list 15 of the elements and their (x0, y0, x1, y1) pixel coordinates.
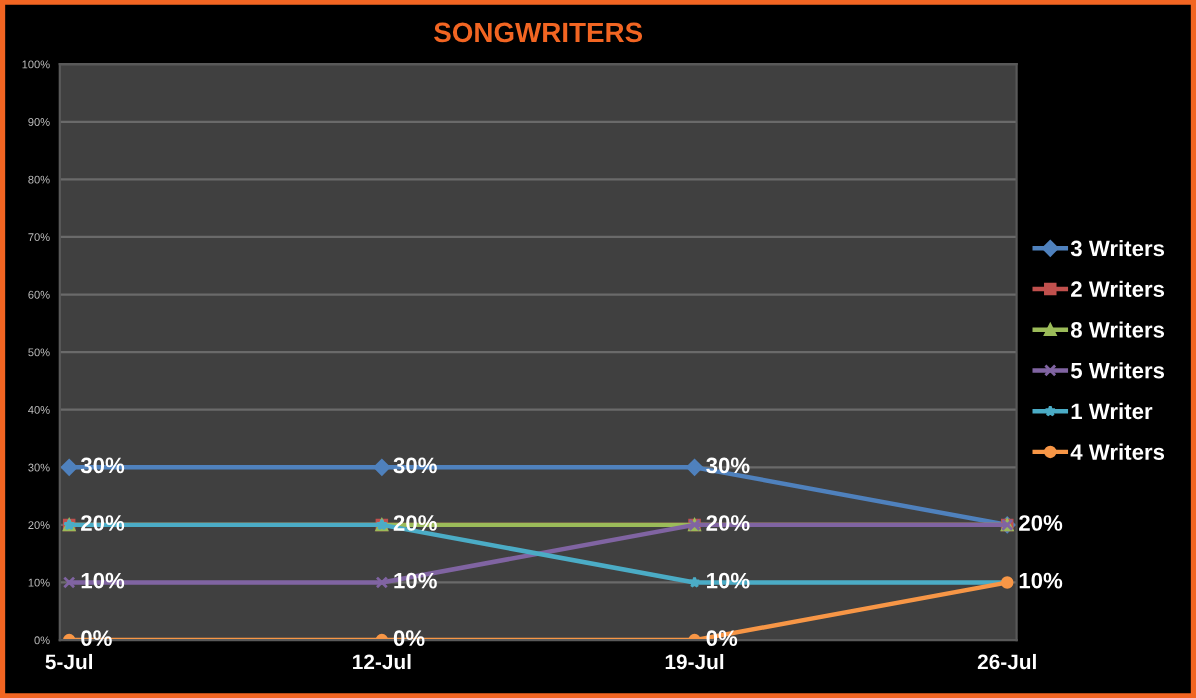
x-tick-label: 5-Jul (45, 653, 93, 670)
data-label: 20% (1019, 515, 1063, 531)
x-tick-label: 19-Jul (665, 653, 724, 670)
legend-label: 3 Writers (1070, 240, 1165, 257)
data-label: 10% (1019, 572, 1063, 589)
legend-label: 8 Writers (1070, 321, 1165, 338)
x-tick-label: 12-Jul (353, 653, 411, 670)
data-label: 10% (81, 572, 125, 589)
data-label: 10% (394, 572, 437, 589)
chart-title: SONGWRITERS (434, 22, 643, 43)
legend-label: 2 Writers (1071, 280, 1165, 298)
legend-label: 1 Writer (1071, 402, 1153, 420)
x-tick-label: 26-Jul (977, 653, 1036, 670)
legend-label: 5 Writers (1070, 362, 1165, 379)
legend-label: 4 Writers (1070, 443, 1165, 460)
